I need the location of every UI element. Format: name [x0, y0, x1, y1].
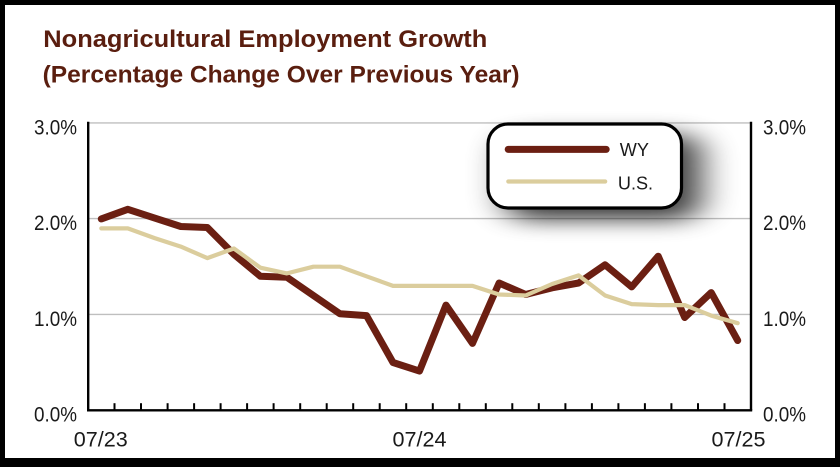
svg-text:07/25: 07/25	[712, 428, 766, 451]
svg-text:0.0%: 0.0%	[763, 404, 806, 427]
svg-text:1.0%: 1.0%	[34, 308, 77, 331]
svg-text:07/24: 07/24	[393, 428, 447, 451]
svg-text:3.0%: 3.0%	[763, 116, 806, 139]
svg-text:2.0%: 2.0%	[34, 212, 77, 235]
svg-text:U.S.: U.S.	[618, 173, 653, 193]
svg-text:(Percentage Change Over Previo: (Percentage Change Over Previous Year)	[43, 61, 520, 88]
svg-text:WY: WY	[620, 140, 649, 160]
svg-text:Nonagricultural Employment Gro: Nonagricultural Employment Growth	[43, 26, 487, 53]
svg-text:2.0%: 2.0%	[763, 212, 806, 235]
svg-text:1.0%: 1.0%	[763, 308, 806, 331]
svg-text:07/23: 07/23	[74, 428, 128, 451]
svg-text:0.0%: 0.0%	[34, 404, 77, 427]
svg-text:3.0%: 3.0%	[34, 116, 77, 139]
